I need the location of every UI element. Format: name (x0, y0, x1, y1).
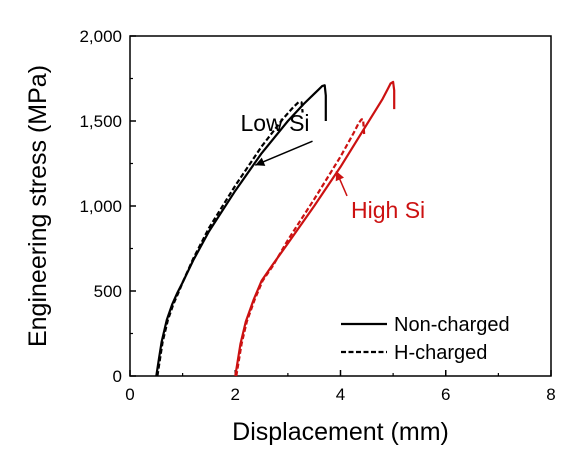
x-tick-label: 4 (336, 385, 345, 404)
y-tick-label: 1,000 (79, 197, 122, 216)
legend: Non-charged H-charged (341, 314, 510, 364)
annotation-arrow-low-si (254, 140, 313, 166)
annotation-layer: Low Si High Si (241, 110, 426, 223)
annotation-low-si: Low Si (241, 110, 310, 136)
y-tick-label: 0 (113, 367, 122, 386)
series-layer (155, 80, 396, 377)
x-tick-label: 2 (231, 385, 240, 404)
y-axis-ticks: 0 500 1,000 1,500 2,000 (79, 27, 136, 386)
x-axis-ticks: 0 2 4 6 8 (125, 370, 556, 404)
x-tick-label: 8 (546, 385, 555, 404)
annotation-arrowhead-high-si (335, 171, 344, 182)
y-tick-label: 500 (94, 282, 122, 301)
y-axis-title: Engineering stress (MPa) (24, 65, 52, 347)
y-tick-label: 2,000 (79, 27, 122, 46)
y-tick-label: 1,500 (79, 112, 122, 131)
annotation-high-si: High Si (351, 197, 425, 223)
x-tick-label: 0 (125, 385, 134, 404)
x-tick-label: 6 (441, 385, 450, 404)
legend-label-non-charged: Non-charged (394, 314, 510, 336)
series-line-high-si-h-charged (235, 118, 366, 377)
x-axis-title: Displacement (mm) (232, 418, 449, 446)
series-line-low-si-h-charged (156, 101, 304, 377)
annotation-arrowhead-low-si (255, 157, 266, 166)
series-line-high-si-non-charged (234, 80, 396, 377)
legend-label-h-charged: H-charged (394, 342, 487, 364)
